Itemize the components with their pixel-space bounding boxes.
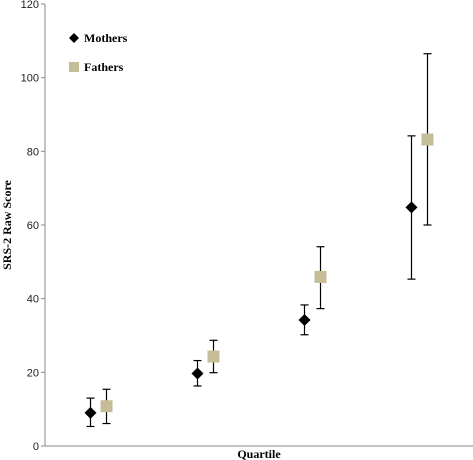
legend-mothers-diamond-icon — [69, 33, 79, 43]
error-bars — [86, 53, 432, 428]
legend-fathers-square-icon — [69, 62, 79, 72]
data-markers — [84, 133, 434, 419]
y-tick-label: 0 — [33, 441, 39, 453]
data-point-fathers-q2 — [207, 350, 220, 363]
x-axis-title: Quartile — [237, 447, 281, 460]
data-point-fathers-q1 — [100, 400, 113, 413]
y-tick-label: 20 — [27, 367, 39, 379]
legend-mothers-label: Mothers — [84, 31, 128, 45]
data-point-mothers-q3 — [298, 314, 311, 327]
data-point-mothers-q1 — [84, 406, 97, 419]
y-ticks: 0 20 40 60 80 100 120 — [21, 0, 45, 453]
legend: Mothers Fathers — [69, 31, 128, 74]
y-tick-label: 120 — [21, 0, 39, 11]
legend-fathers-label: Fathers — [84, 60, 124, 74]
data-point-mothers-q4 — [405, 201, 418, 214]
y-tick-label: 80 — [27, 146, 39, 158]
data-point-fathers-q4 — [421, 133, 434, 146]
y-tick-label: 40 — [27, 294, 39, 306]
y-tick-label: 100 — [21, 73, 39, 85]
data-point-mothers-q2 — [191, 367, 204, 380]
y-axis-title: SRS-2 Raw Score — [0, 179, 14, 269]
y-tick-label: 60 — [27, 220, 39, 232]
data-point-fathers-q3 — [314, 270, 327, 283]
